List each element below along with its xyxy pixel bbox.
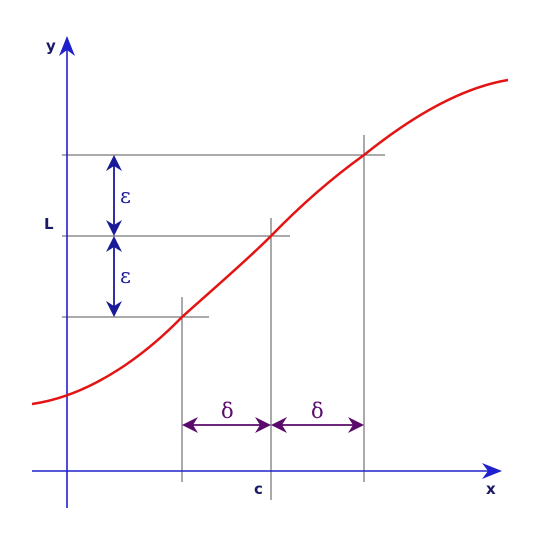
guide-lines [62,135,385,500]
delta-right-label: δ [311,399,324,423]
limit-label: L [44,215,54,233]
point-c-label: c [254,480,263,498]
x-axis-label: x [486,480,496,498]
axes [32,36,502,508]
function-curve [31,78,509,406]
epsilon-lower-label: ε [120,264,131,288]
delta-left-label: δ [221,399,234,423]
epsilon-upper-label: ε [120,184,131,208]
y-axis-label: y [46,37,56,55]
